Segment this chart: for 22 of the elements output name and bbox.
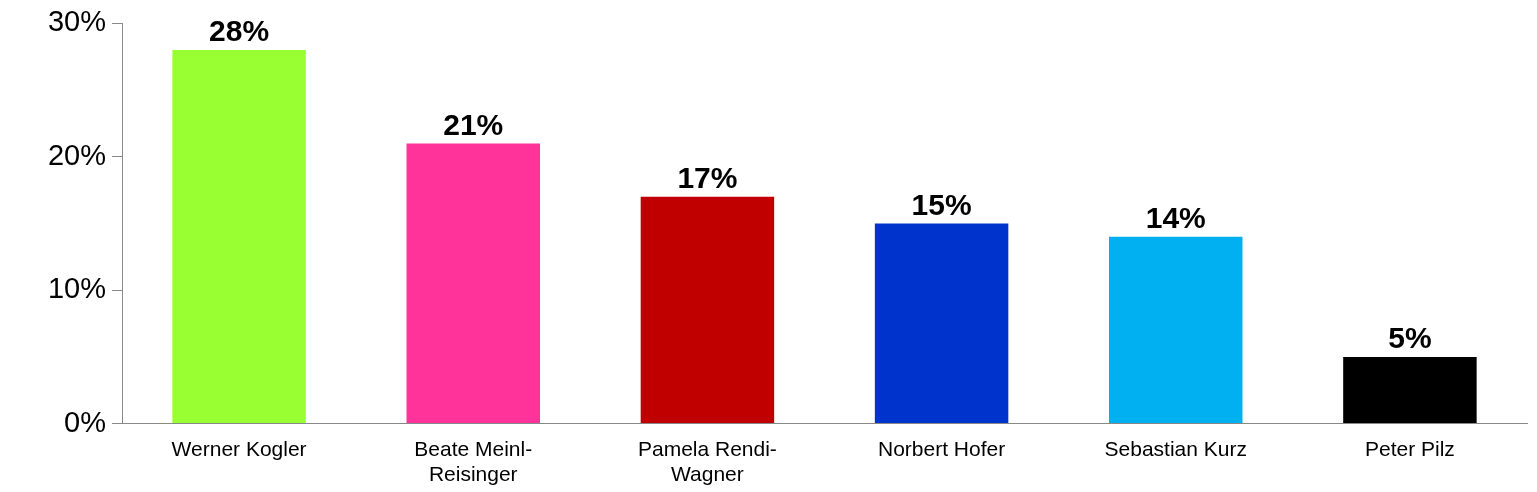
- x-tick-label: Beate Meinl-Reisinger: [414, 437, 533, 486]
- data-label: 28%: [209, 14, 270, 48]
- data-label: 5%: [1388, 321, 1432, 355]
- x-tick-label: Peter Pilz: [1364, 437, 1455, 460]
- x-tick-label: Werner Kogler: [171, 437, 307, 460]
- data-label: 17%: [677, 161, 738, 195]
- bar: [1343, 356, 1477, 424]
- y-tick-label: 30%: [47, 5, 106, 38]
- bar: [640, 196, 775, 424]
- bar: [172, 50, 306, 424]
- bar: [1109, 236, 1243, 424]
- x-tick-label: Pamela Rendi-Wagner: [637, 437, 777, 486]
- data-label: 15%: [911, 187, 972, 221]
- data-label: 21%: [443, 107, 504, 141]
- y-tick-label: 10%: [47, 272, 106, 305]
- bar: [406, 143, 540, 424]
- x-tick-label: Norbert Hofer: [877, 437, 1006, 460]
- y-tick-label: 0%: [64, 405, 106, 438]
- bar: [874, 223, 1009, 424]
- data-label: 14%: [1145, 201, 1206, 235]
- x-tick-label: Sebastian Kurz: [1104, 437, 1247, 460]
- y-tick-label: 20%: [47, 138, 106, 171]
